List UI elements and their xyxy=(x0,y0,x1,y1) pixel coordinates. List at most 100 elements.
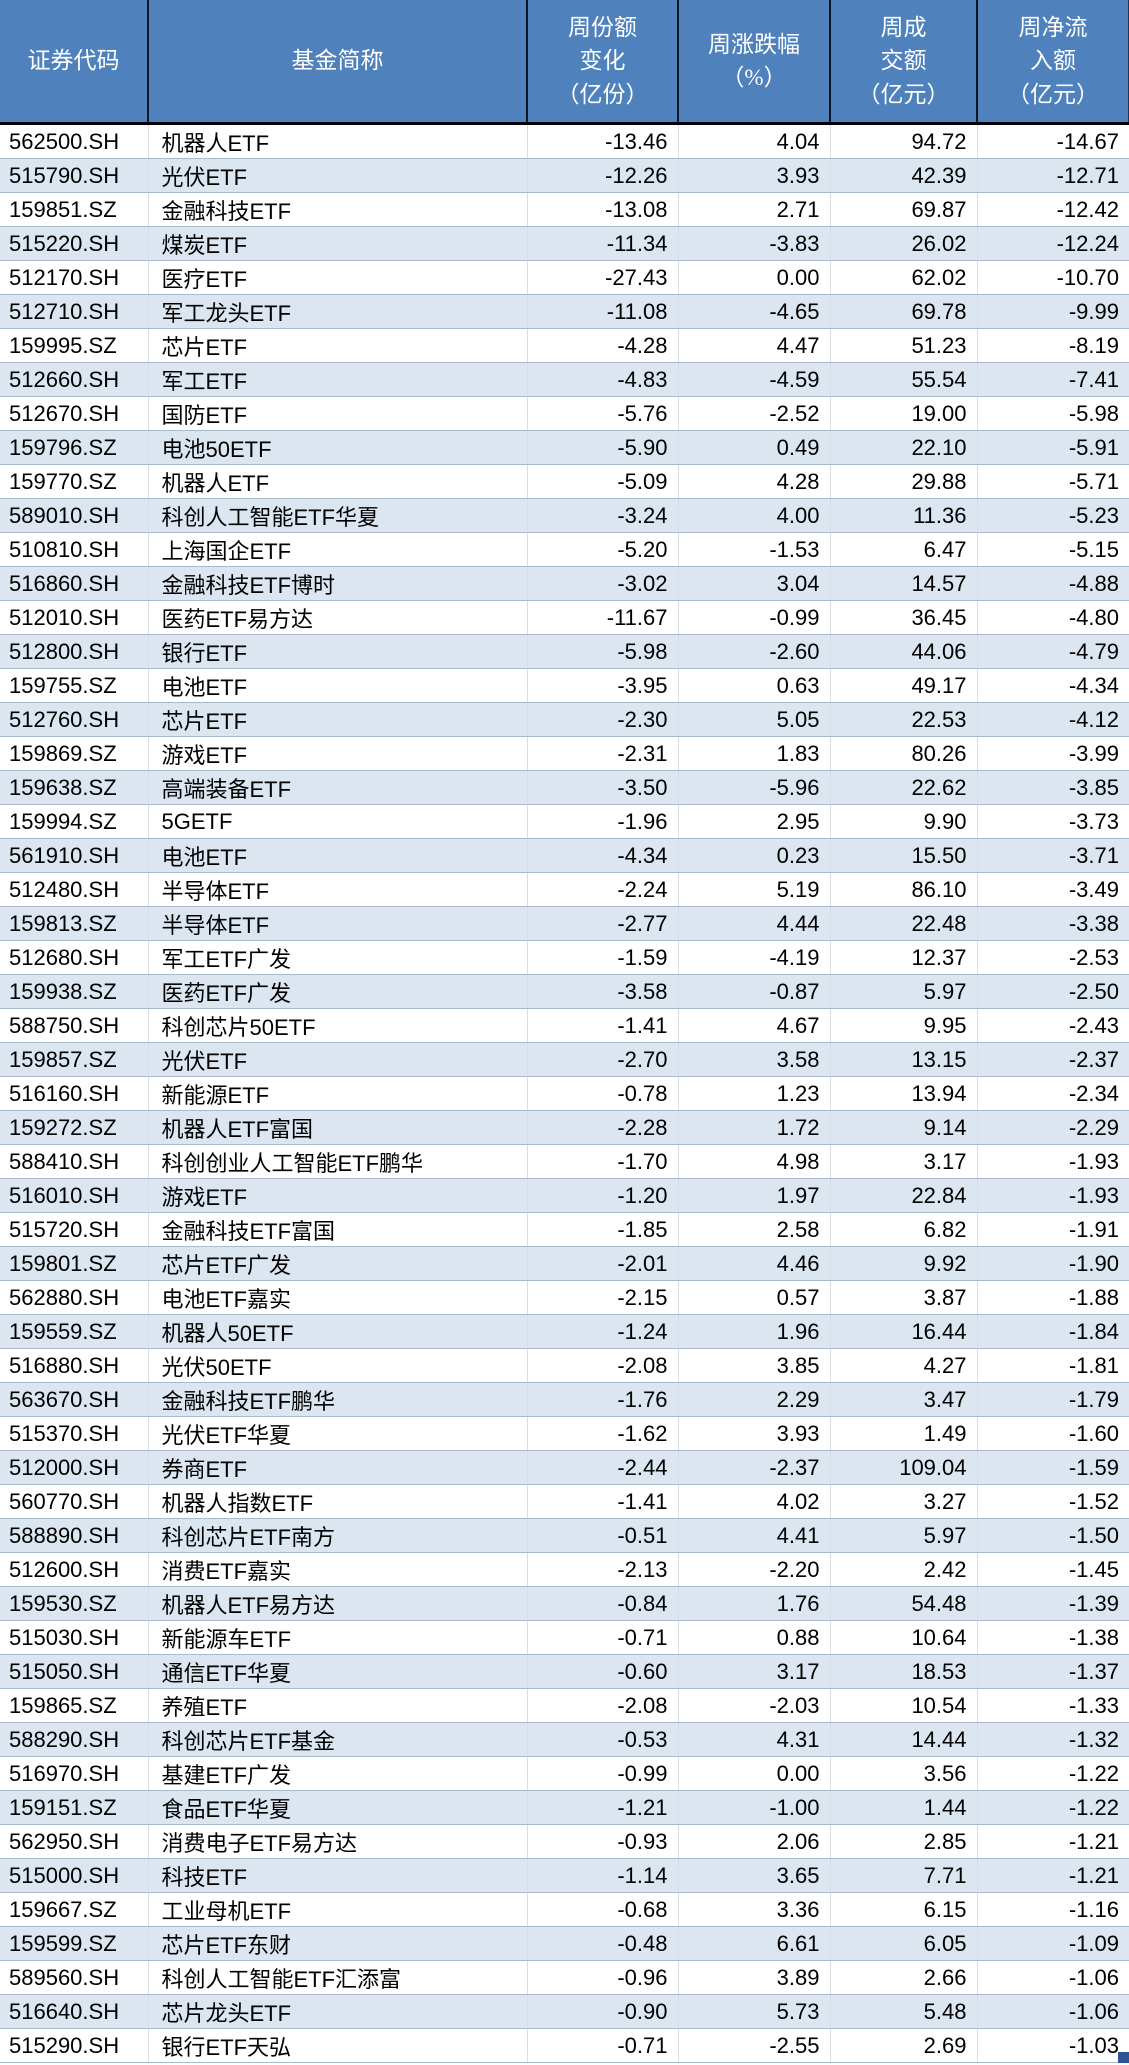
net-inflow-cell: -4.88 xyxy=(977,566,1129,601)
net-inflow-cell: -1.84 xyxy=(977,1314,1129,1349)
pct-change-cell: -2.03 xyxy=(678,1688,831,1723)
security-code-cell: 588410.SH xyxy=(0,1144,149,1179)
fund-name-cell: 军工ETF广发 xyxy=(148,940,528,975)
turnover-cell: 2.42 xyxy=(830,1552,978,1587)
security-code-cell: 512710.SH xyxy=(0,294,149,329)
security-code-cell: 589560.SH xyxy=(0,1960,149,1995)
table-row: 512760.SH 芯片ETF -2.30 5.05 22.53 -4.12 xyxy=(0,702,1129,737)
net-inflow-cell: -3.73 xyxy=(977,804,1129,839)
security-code-cell: 515030.SH xyxy=(0,1620,149,1655)
fund-name-cell: 芯片ETF广发 xyxy=(148,1246,528,1281)
fund-name-cell: 科创芯片ETF基金 xyxy=(148,1722,528,1757)
net-inflow-cell: -1.09 xyxy=(977,1926,1129,1961)
net-inflow-cell: -5.91 xyxy=(977,430,1129,465)
table-row: 512000.SH 券商ETF -2.44 -2.37 109.04 -1.59 xyxy=(0,1450,1129,1485)
turnover-cell: 69.78 xyxy=(830,294,978,329)
share-change-cell: -2.77 xyxy=(527,906,679,941)
turnover-cell: 6.15 xyxy=(830,1892,978,1927)
table-row: 515220.SH 煤炭ETF -11.34 -3.83 26.02 -12.24 xyxy=(0,226,1129,261)
pct-change-cell: 5.19 xyxy=(678,872,831,907)
security-code-cell: 159938.SZ xyxy=(0,974,149,1009)
net-inflow-cell: -1.22 xyxy=(977,1790,1129,1825)
pct-change-cell: 1.96 xyxy=(678,1314,831,1349)
security-code-cell: 159667.SZ xyxy=(0,1892,149,1927)
fund-name-cell: 半导体ETF xyxy=(148,872,528,907)
turnover-cell: 11.36 xyxy=(830,498,978,533)
share-change-cell: -11.34 xyxy=(527,226,679,261)
turnover-cell: 54.48 xyxy=(830,1586,978,1621)
net-inflow-cell: -1.81 xyxy=(977,1348,1129,1383)
net-inflow-cell: -2.53 xyxy=(977,940,1129,975)
table-row: 512010.SH 医药ETF易方达 -11.67 -0.99 36.45 -4.80 xyxy=(0,600,1129,635)
net-inflow-cell: -12.42 xyxy=(977,192,1129,227)
security-code-cell: 561910.SH xyxy=(0,838,149,873)
net-inflow-cell: -5.15 xyxy=(977,532,1129,567)
net-inflow-cell: -1.21 xyxy=(977,1824,1129,1859)
net-inflow-cell: -1.45 xyxy=(977,1552,1129,1587)
net-inflow-cell: -10.70 xyxy=(977,260,1129,295)
share-change-cell: -2.30 xyxy=(527,702,679,737)
net-inflow-cell: -4.34 xyxy=(977,668,1129,703)
security-code-cell: 159994.SZ xyxy=(0,804,149,839)
security-code-cell: 512660.SH xyxy=(0,362,149,397)
net-inflow-cell: -2.37 xyxy=(977,1042,1129,1077)
turnover-cell: 7.71 xyxy=(830,1858,978,1893)
turnover-cell: 9.95 xyxy=(830,1008,978,1043)
share-change-cell: -5.20 xyxy=(527,532,679,567)
turnover-cell: 6.82 xyxy=(830,1212,978,1247)
header-row: 证券代码 基金简称 周份额 变化 （亿份） 周涨跌幅 （%） 周成 交额 （亿元… xyxy=(0,0,1129,125)
net-inflow-cell: -5.71 xyxy=(977,464,1129,499)
security-code-cell: 159530.SZ xyxy=(0,1586,149,1621)
share-change-cell: -27.43 xyxy=(527,260,679,295)
net-inflow-cell: -1.90 xyxy=(977,1246,1129,1281)
table-row: 159851.SZ 金融科技ETF -13.08 2.71 69.87 -12.42 xyxy=(0,192,1129,227)
pct-change-cell: 2.95 xyxy=(678,804,831,839)
table-row: 512670.SH 国防ETF -5.76 -2.52 19.00 -5.98 xyxy=(0,396,1129,431)
share-change-cell: -2.70 xyxy=(527,1042,679,1077)
turnover-cell: 22.84 xyxy=(830,1178,978,1213)
pct-change-cell: 1.97 xyxy=(678,1178,831,1213)
turnover-cell: 69.87 xyxy=(830,192,978,227)
net-inflow-cell: -7.41 xyxy=(977,362,1129,397)
share-change-cell: -11.67 xyxy=(527,600,679,635)
pct-change-cell: 4.46 xyxy=(678,1246,831,1281)
turnover-cell: 18.53 xyxy=(830,1654,978,1689)
pct-change-cell: 1.72 xyxy=(678,1110,831,1145)
turnover-cell: 22.10 xyxy=(830,430,978,465)
table-row: 561910.SH 电池ETF -4.34 0.23 15.50 -3.71 xyxy=(0,838,1129,873)
fund-name-cell: 金融科技ETF博时 xyxy=(148,566,528,601)
security-code-cell: 159995.SZ xyxy=(0,328,149,363)
security-code-cell: 512170.SH xyxy=(0,260,149,295)
turnover-cell: 10.64 xyxy=(830,1620,978,1655)
turnover-cell: 6.05 xyxy=(830,1926,978,1961)
net-inflow-cell: -1.16 xyxy=(977,1892,1129,1927)
table-row: 562950.SH 消费电子ETF易方达 -0.93 2.06 2.85 -1.21 xyxy=(0,1824,1129,1859)
fund-name-cell: 游戏ETF xyxy=(148,736,528,771)
security-code-cell: 159869.SZ xyxy=(0,736,149,771)
fund-name-cell: 光伏ETF xyxy=(148,158,528,193)
turnover-cell: 22.48 xyxy=(830,906,978,941)
pct-change-cell: -2.20 xyxy=(678,1552,831,1587)
share-change-cell: -3.58 xyxy=(527,974,679,1009)
net-inflow-cell: -1.38 xyxy=(977,1620,1129,1655)
net-inflow-cell: -5.98 xyxy=(977,396,1129,431)
pct-change-cell: 4.41 xyxy=(678,1518,831,1553)
table-row: 516860.SH 金融科技ETF博时 -3.02 3.04 14.57 -4.88 xyxy=(0,566,1129,601)
fund-name-cell: 科创创业人工智能ETF鹏华 xyxy=(148,1144,528,1179)
selection-fill-handle xyxy=(1118,2052,1129,2063)
share-change-cell: -2.15 xyxy=(527,1280,679,1315)
share-change-cell: -2.08 xyxy=(527,1348,679,1383)
security-code-cell: 588750.SH xyxy=(0,1008,149,1043)
turnover-cell: 55.54 xyxy=(830,362,978,397)
share-change-cell: -4.83 xyxy=(527,362,679,397)
fund-name-cell: 医药ETF广发 xyxy=(148,974,528,1009)
pct-change-cell: 4.04 xyxy=(678,123,831,159)
table-row: 515720.SH 金融科技ETF富国 -1.85 2.58 6.82 -1.91 xyxy=(0,1212,1129,1247)
fund-name-cell: 金融科技ETF xyxy=(148,192,528,227)
security-code-cell: 563670.SH xyxy=(0,1382,149,1417)
turnover-cell: 9.90 xyxy=(830,804,978,839)
turnover-cell: 94.72 xyxy=(830,123,978,159)
share-change-cell: -0.68 xyxy=(527,1892,679,1927)
table-row: 588750.SH 科创芯片50ETF -1.41 4.67 9.95 -2.43 xyxy=(0,1008,1129,1043)
